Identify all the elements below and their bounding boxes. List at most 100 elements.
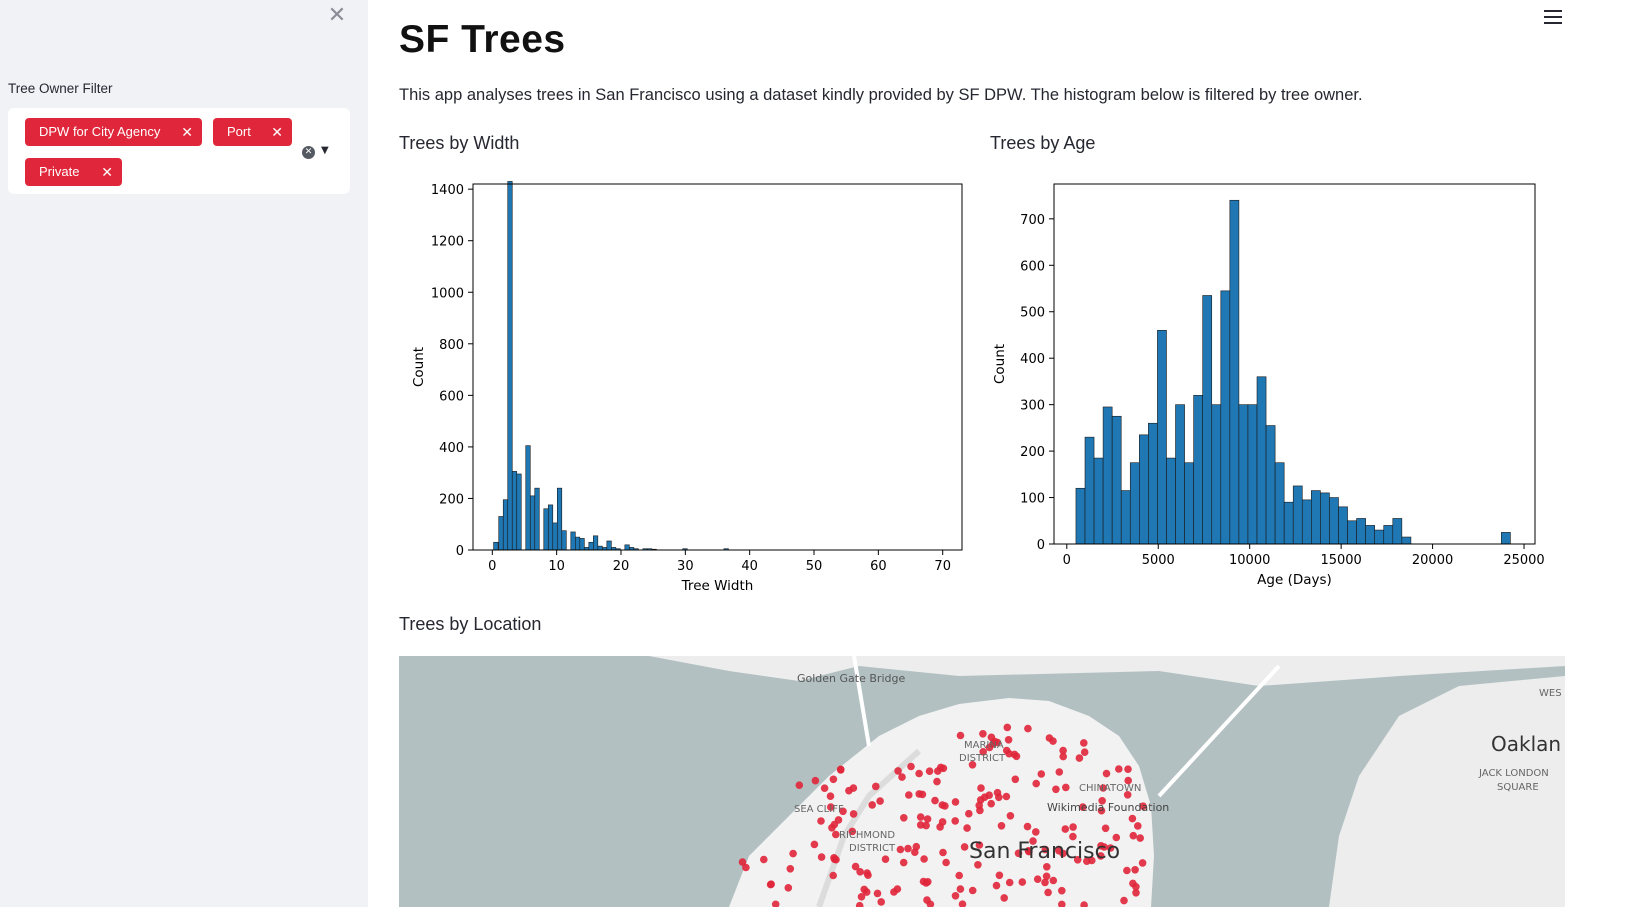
tree-point	[1102, 769, 1111, 778]
tree-point	[918, 790, 927, 799]
remove-chip-icon[interactable]: ✕	[181, 124, 193, 140]
tree-point	[1097, 806, 1106, 815]
page-title: SF Trees	[399, 18, 566, 61]
histogram-bar	[1338, 506, 1348, 545]
y-tick-label: 200	[1020, 445, 1045, 460]
tree-point	[742, 863, 750, 872]
histogram-bar	[1329, 497, 1339, 545]
tree-point	[974, 861, 982, 869]
x-tick-label: 10	[548, 559, 565, 574]
tree-points	[738, 723, 1147, 907]
map-label: RICHMOND	[839, 830, 895, 841]
tree-point	[834, 816, 843, 824]
hamburger-menu-icon[interactable]	[1544, 6, 1566, 28]
tree-point	[985, 743, 994, 752]
x-tick-label: 15000	[1320, 553, 1361, 568]
tree-point	[864, 871, 872, 879]
tree-point	[1000, 894, 1008, 902]
tree-point	[1129, 831, 1138, 840]
tree-point	[839, 807, 847, 816]
tree-point	[856, 868, 864, 876]
tree-point	[942, 858, 950, 867]
histogram-bar	[1075, 487, 1086, 545]
tree-point	[1042, 872, 1051, 881]
remove-chip-icon[interactable]: ✕	[271, 124, 283, 140]
tree-point	[1059, 752, 1067, 761]
clear-circle-icon[interactable]: ✕	[302, 146, 315, 159]
histogram-bar	[1392, 518, 1403, 545]
histogram-bar	[1274, 462, 1285, 545]
chip-label: Port	[227, 124, 251, 139]
tree-point	[965, 809, 973, 818]
tree-point	[916, 821, 925, 829]
histogram-bar	[1139, 434, 1149, 545]
tree-point	[1033, 875, 1042, 883]
histogram-bar	[1148, 422, 1158, 545]
bay-bridge	[1157, 664, 1281, 798]
histogram-bar	[1301, 499, 1312, 545]
histogram-bar	[1111, 415, 1122, 545]
histogram-bar	[498, 516, 504, 551]
y-tick-label: 300	[1020, 399, 1045, 414]
map-label: Oaklan	[1491, 732, 1561, 756]
tree-point	[1120, 896, 1128, 905]
tree-point	[1005, 878, 1014, 887]
tree-point	[820, 784, 829, 792]
tree-point	[951, 892, 960, 900]
chip-port: Port ✕	[213, 118, 292, 146]
tree-point	[1138, 859, 1147, 867]
tree-point	[849, 784, 858, 792]
histogram-bar	[570, 531, 576, 551]
close-icon[interactable]: ✕	[327, 3, 347, 28]
histogram-bar	[1238, 404, 1249, 545]
tree-point	[995, 871, 1004, 880]
tree-owner-multiselect[interactable]: DPW for City Agency ✕ Port ✕ Private ✕ ✕…	[8, 108, 350, 194]
tree-point	[855, 901, 864, 907]
map-label: Golden Gate Bridge	[797, 672, 905, 685]
histogram-bar	[1265, 425, 1276, 545]
section-title-age: Trees by Age	[990, 133, 1096, 153]
section-title-location: Trees by Location	[399, 614, 542, 634]
y-tick-label: 100	[1020, 492, 1045, 507]
histogram-bar	[588, 541, 594, 551]
filter-label: Tree Owner Filter	[8, 81, 113, 96]
tree-point	[1069, 823, 1077, 831]
tree-point	[829, 871, 837, 880]
map-label: DISTRICT	[849, 843, 896, 854]
tree-point	[1049, 737, 1057, 745]
tree-point	[1132, 883, 1140, 891]
tree-point	[992, 881, 1001, 890]
y-tick-label: 600	[439, 389, 464, 404]
histogram-bar	[529, 495, 536, 551]
map-label: WES	[1539, 688, 1562, 699]
caret-down-icon[interactable]: ▼	[321, 145, 329, 156]
histogram-bar	[1175, 404, 1185, 545]
y-tick-label: 200	[439, 492, 464, 507]
histogram-bar	[502, 499, 509, 551]
tree-point	[1083, 857, 1091, 865]
histogram-bar	[1229, 199, 1240, 545]
map-base: Golden Gate Bridge Oaklan JACK LONDON SQ…	[399, 656, 1565, 907]
tree-point	[1061, 825, 1070, 833]
x-tick-label: 5000	[1142, 553, 1175, 568]
tree-point	[941, 802, 949, 810]
histogram-bar	[552, 522, 558, 551]
tree-point	[810, 840, 819, 849]
histogram-bar	[1374, 529, 1385, 545]
tree-point	[905, 791, 913, 799]
tree-point	[1115, 765, 1123, 773]
remove-chip-icon[interactable]: ✕	[101, 164, 113, 180]
tree-point	[1080, 901, 1088, 907]
tree-point	[1032, 828, 1040, 836]
tree-location-map[interactable]: Golden Gate Bridge Oaklan JACK LONDON SQ…	[399, 656, 1565, 907]
histogram-bar	[1256, 376, 1267, 545]
tree-point	[951, 817, 959, 825]
tree-point	[1080, 748, 1089, 756]
tree-point	[873, 889, 882, 898]
tree-point	[898, 773, 906, 781]
tree-point	[985, 791, 993, 799]
tree-point	[786, 865, 795, 873]
tree-point	[1075, 754, 1084, 762]
tree-width-histogram: 0 10 20 30 40 50 60 70 0 200 400 600 800 1000 1200 1400…	[411, 181, 963, 594]
histogram-bar	[1292, 485, 1303, 545]
